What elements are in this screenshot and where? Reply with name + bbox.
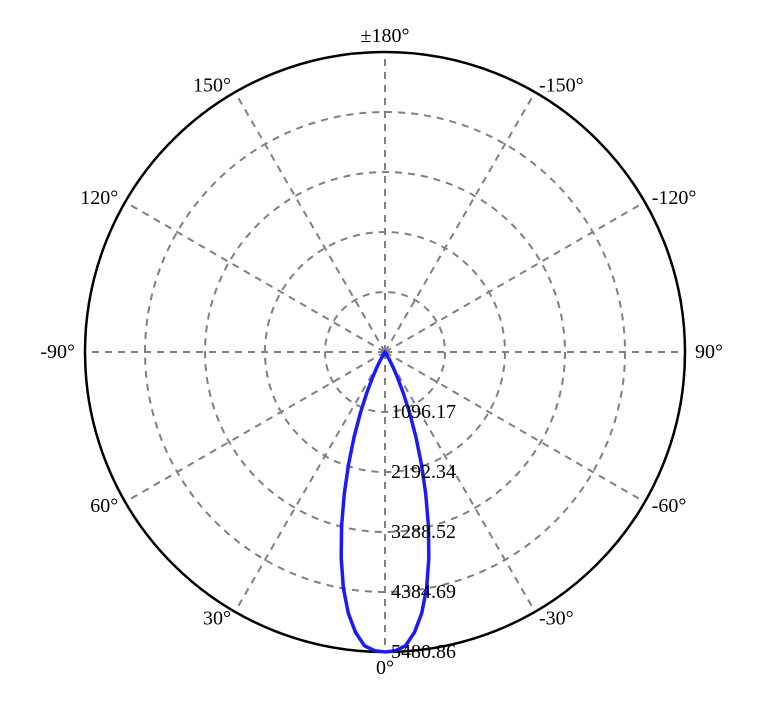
- angle-label: -120°: [652, 187, 697, 209]
- angle-label: -150°: [539, 74, 584, 96]
- radial-label: 5480.86: [391, 641, 456, 663]
- angle-label: 150°: [193, 74, 231, 96]
- angle-label: ±180°: [361, 25, 410, 47]
- radial-label: 2192.34: [391, 461, 456, 483]
- radial-label: 4384.69: [391, 581, 456, 603]
- polar-chart: ±180°150°120°90°60°30°0°-30°-60°-90°-120…: [0, 0, 771, 705]
- angle-label: 120°: [80, 187, 118, 209]
- angle-label: -60°: [652, 495, 687, 517]
- radial-label: 1096.17: [391, 401, 456, 423]
- angle-label: -90°: [40, 341, 75, 363]
- angle-label: 90°: [695, 341, 723, 363]
- angle-label: 30°: [203, 608, 231, 630]
- angle-label: 60°: [90, 495, 118, 517]
- angle-label: -30°: [539, 608, 574, 630]
- radial-label: 3288.52: [391, 521, 456, 543]
